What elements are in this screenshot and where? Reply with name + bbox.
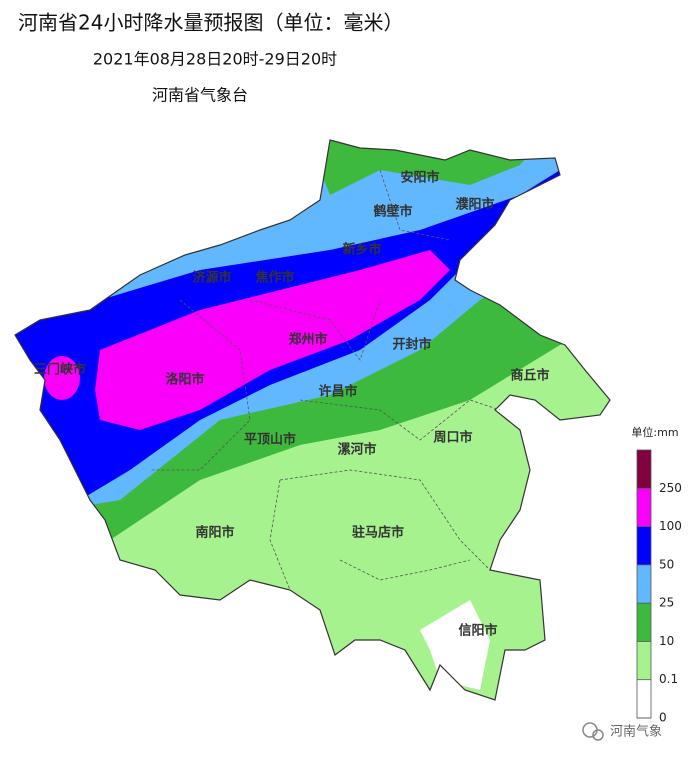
forecast-period: 2021年08月28日20时-29日20时 <box>93 50 337 69</box>
boundary <box>249 299 381 361</box>
city-label: 周口市 <box>433 430 472 446</box>
legend-tick-label: 25 <box>659 596 674 610</box>
city-label: 济源市 <box>192 270 231 286</box>
legend-swatch <box>637 526 651 565</box>
legend-unit: 单位:mm <box>631 425 678 439</box>
legend-tick-label: 100 <box>659 519 682 533</box>
city-label: 漯河市 <box>337 442 376 458</box>
watermark-text: 河南气象 <box>610 724 662 740</box>
city-label: 南阳市 <box>195 525 234 541</box>
city-label: 三门峡市 <box>34 362 86 378</box>
boundary <box>279 469 491 571</box>
issuer: 河南省气象台 <box>152 86 248 105</box>
band-white <box>420 600 490 690</box>
boundary <box>379 169 451 241</box>
city-label: 商丘市 <box>510 368 549 384</box>
city-label: 开封市 <box>392 337 431 353</box>
city-label: 新乡市 <box>342 242 381 258</box>
city-label: 郑州市 <box>288 332 327 348</box>
map-title: 河南省24小时降水量预报图（单位：毫米） <box>18 11 403 35</box>
legend-swatch <box>637 488 651 527</box>
legend-swatch <box>637 564 651 604</box>
legend-tick-label: 0 <box>659 711 667 725</box>
city-label: 濮阳市 <box>455 197 494 213</box>
legend-tick-label: 10 <box>659 634 674 648</box>
city-label: 平顶山市 <box>244 432 296 448</box>
watermark-icon <box>592 729 604 741</box>
legend-swatch <box>637 450 651 489</box>
city-labels: 安阳市 鹤壁市 濮阳市 新乡市 济源市 焦作市 郑州市 开封市 三门峡市 洛阳市… <box>34 170 550 639</box>
boundary <box>299 399 501 441</box>
city-label: 驻马店市 <box>352 525 404 541</box>
band-magenta-west <box>44 356 80 400</box>
city-label: 焦作市 <box>254 270 294 286</box>
legend-swatch <box>637 679 651 718</box>
legend-tick-label: 50 <box>659 557 674 571</box>
legend-swatch <box>637 603 651 642</box>
watermark: 河南气象 <box>582 722 662 741</box>
legend-swatch <box>637 641 651 680</box>
city-boundaries <box>150 169 501 591</box>
city-label: 信阳市 <box>458 623 497 639</box>
boundary <box>339 559 471 581</box>
band-magenta <box>95 250 450 430</box>
legend-tick-label: 0.1 <box>659 672 678 686</box>
province-outline <box>14 139 611 701</box>
boundary <box>150 299 251 471</box>
watermark-icon <box>582 722 598 738</box>
city-label: 鹤壁市 <box>373 204 412 220</box>
rain-field <box>15 140 610 700</box>
boundary <box>269 479 291 591</box>
city-label: 安阳市 <box>400 170 439 186</box>
legend-tick-label: 250 <box>659 481 682 495</box>
city-label: 洛阳市 <box>165 372 204 388</box>
legend: 单位:mm 0 0.1 10 25 50 100 250 <box>631 425 681 725</box>
city-label: 许昌市 <box>318 384 357 400</box>
